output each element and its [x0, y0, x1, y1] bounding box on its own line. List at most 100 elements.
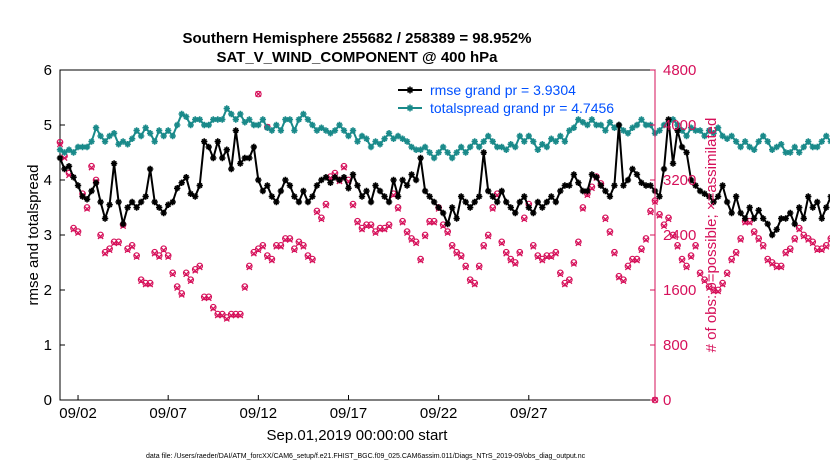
- totalspread-point: [214, 116, 221, 123]
- obs-assimilated-point: [444, 229, 451, 236]
- rmse-point: [178, 179, 185, 186]
- rmse-point: [494, 198, 501, 206]
- obs-assimilated-point: [174, 284, 181, 291]
- obs-assimilated-point: [476, 264, 483, 271]
- obs-possible-point: [340, 162, 348, 170]
- rmse-point: [205, 143, 212, 151]
- obs-possible-point: [484, 231, 492, 239]
- obs-possible-point: [394, 204, 402, 211]
- obs-assimilated-point: [282, 236, 289, 243]
- totalspread-point: [151, 138, 158, 145]
- obs-possible-point: [173, 283, 181, 290]
- rmse-point: [439, 209, 447, 217]
- obs-assimilated-point: [719, 281, 726, 288]
- obs-possible-point: [263, 252, 271, 259]
- obs-assimilated-point: [431, 219, 438, 226]
- obs-assimilated-point: [602, 216, 609, 223]
- chart-title: Southern Hemisphere 255682 / 258389 = 98…: [183, 30, 532, 47]
- totalspread-point: [277, 127, 285, 134]
- obs-assimilated-point: [259, 243, 266, 250]
- totalspread-point: [133, 127, 140, 134]
- totalspread-point: [728, 132, 735, 140]
- rmse-point: [453, 215, 460, 222]
- obs-assimilated-point: [277, 243, 284, 250]
- totalspread-point: [291, 127, 298, 134]
- obs-possible-point: [602, 214, 609, 222]
- obs-possible-point: [579, 204, 587, 211]
- obs-possible-point: [88, 162, 95, 170]
- rmse-point: [561, 182, 569, 189]
- obs-possible-point: [705, 283, 713, 290]
- obs-assimilated-point: [413, 240, 420, 247]
- obs-assimilated-point: [160, 247, 167, 254]
- totalspread-point: [259, 116, 267, 123]
- rmse-point: [656, 193, 663, 200]
- rmse-point: [421, 187, 429, 195]
- obs-possible-point: [534, 252, 542, 259]
- obs-assimilated-point: [701, 278, 708, 285]
- obs-assimilated-point: [548, 253, 555, 261]
- legend-label-rmse: rmse grand pr = 3.9304: [430, 82, 576, 98]
- totalspread-point: [178, 110, 185, 118]
- rmse-point: [660, 165, 668, 173]
- obs-assimilated-point: [151, 250, 158, 257]
- obs-possible-point: [169, 269, 177, 277]
- obs-assimilated-point: [458, 253, 465, 261]
- obs-possible-point: [701, 276, 708, 284]
- obs-assimilated-point: [322, 202, 330, 209]
- totalspread-point: [322, 127, 330, 134]
- obs-possible-point: [403, 228, 411, 235]
- totalspread-point: [403, 138, 411, 145]
- rmse-point: [674, 127, 681, 134]
- rmse-point: [228, 165, 235, 173]
- rmse-point: [633, 171, 641, 178]
- obs-possible-point: [466, 276, 474, 284]
- rmse-point: [219, 154, 226, 162]
- obs-possible-point: [719, 279, 726, 287]
- obs-possible-point: [791, 235, 799, 242]
- obs-possible-point: [660, 221, 668, 229]
- totalspread-point: [683, 132, 690, 140]
- obs-possible-point: [313, 207, 321, 215]
- totalspread-point: [255, 121, 262, 129]
- rmse-point: [683, 149, 690, 156]
- totalspread-point: [787, 149, 794, 156]
- totalspread-point: [719, 132, 726, 140]
- rmse-point: [782, 215, 789, 222]
- totalspread-point: [421, 143, 429, 151]
- rmse-point: [512, 209, 519, 217]
- rmse-point: [358, 193, 366, 200]
- obs-assimilated-point: [480, 243, 487, 250]
- obs-assimilated-point: [462, 264, 469, 271]
- totalspread-point: [110, 130, 118, 137]
- rmse-point: [737, 209, 744, 217]
- y-tick-label-left: 6: [44, 62, 52, 79]
- obs-assimilated-point: [588, 185, 595, 192]
- rmse-point: [137, 198, 145, 206]
- rmse-point: [214, 138, 221, 145]
- totalspread-point: [295, 116, 303, 123]
- obs-assimilated-point: [385, 223, 393, 230]
- rmse-point: [83, 196, 91, 203]
- obs-assimilated-point: [769, 260, 776, 267]
- rmse-point: [92, 179, 100, 186]
- totalspread-point: [196, 116, 203, 123]
- rmse-point: [570, 171, 578, 178]
- totalspread-point: [345, 132, 352, 140]
- x-tick-label: 09/27: [510, 405, 548, 422]
- totalspread-point: [439, 143, 447, 151]
- obs-possible-point: [566, 276, 573, 284]
- rmse-point: [768, 231, 776, 239]
- legend-marker-rmse-star: [406, 86, 414, 94]
- y-tick-label-right: 800: [663, 337, 688, 354]
- rmse-point: [710, 198, 717, 206]
- totalspread-point: [101, 138, 109, 145]
- obs-assimilated-point: [417, 257, 424, 264]
- obs-possible-point: [737, 235, 744, 242]
- rmse-point: [255, 176, 262, 184]
- rmse-point: [814, 198, 821, 206]
- obs-assimilated-point: [223, 315, 230, 322]
- totalspread-point: [137, 132, 145, 140]
- legend-marker-totalspread: [406, 104, 414, 112]
- obs-assimilated-point: [678, 257, 686, 264]
